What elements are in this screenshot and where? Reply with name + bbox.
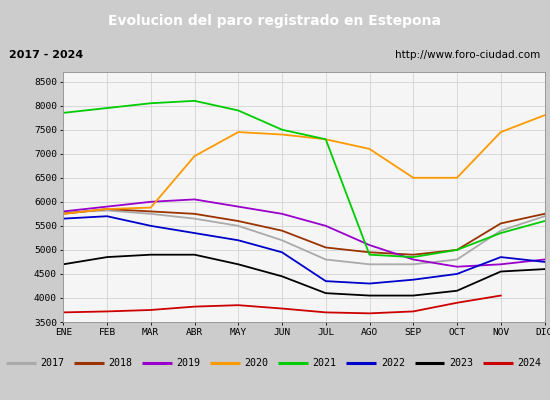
Text: 2022: 2022 bbox=[381, 358, 405, 368]
Text: 2018: 2018 bbox=[108, 358, 133, 368]
Text: http://www.foro-ciudad.com: http://www.foro-ciudad.com bbox=[395, 50, 541, 60]
Text: 2024: 2024 bbox=[517, 358, 541, 368]
Text: 2020: 2020 bbox=[245, 358, 268, 368]
Text: 2017 - 2024: 2017 - 2024 bbox=[9, 50, 84, 60]
Text: 2019: 2019 bbox=[177, 358, 201, 368]
Text: 2023: 2023 bbox=[449, 358, 473, 368]
Text: 2017: 2017 bbox=[41, 358, 64, 368]
Text: Evolucion del paro registrado en Estepona: Evolucion del paro registrado en Estepon… bbox=[108, 14, 442, 28]
Text: 2021: 2021 bbox=[313, 358, 337, 368]
